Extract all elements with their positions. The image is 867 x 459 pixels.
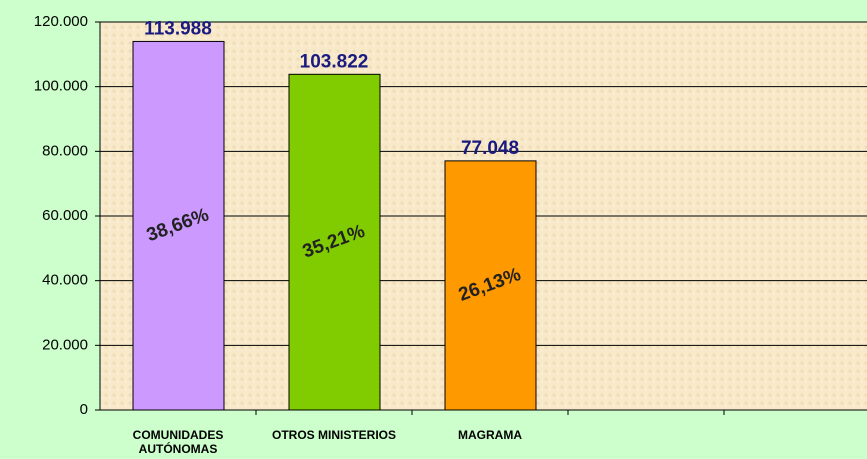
value-label: 113.988 <box>144 18 212 39</box>
y-tick-label: 40.000 <box>42 272 88 289</box>
x-tick-label: COMUNIDADES AUTÓNOMAS <box>132 428 224 456</box>
y-tick-label: 20.000 <box>42 336 88 353</box>
x-tick-label: MAGRAMA <box>458 428 522 442</box>
value-label: 77.048 <box>461 138 519 159</box>
bar <box>132 40 225 411</box>
y-tick-label: 100.000 <box>34 78 88 95</box>
bar <box>444 160 537 411</box>
bar <box>288 73 381 411</box>
y-tick-label: 80.000 <box>42 142 88 159</box>
value-label: 103.822 <box>300 51 369 72</box>
x-tick-label: OTROS MINISTERIOS <box>271 428 396 442</box>
y-tick-label: 60.000 <box>42 207 88 224</box>
y-tick-label: 0 <box>80 401 88 418</box>
y-tick-label: 120.000 <box>34 13 88 30</box>
